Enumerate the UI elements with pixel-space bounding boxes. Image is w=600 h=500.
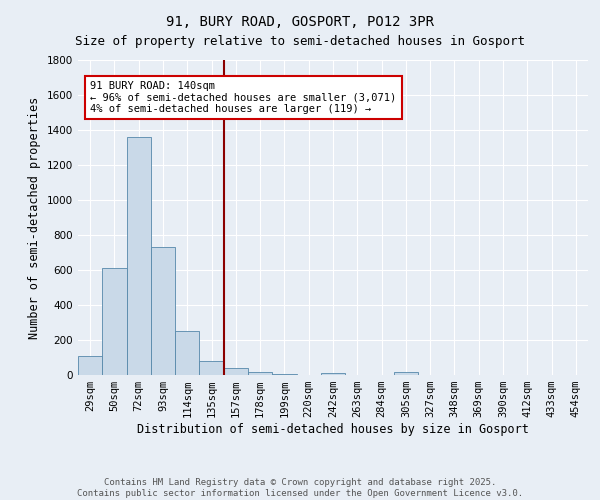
Text: 91, BURY ROAD, GOSPORT, PO12 3PR: 91, BURY ROAD, GOSPORT, PO12 3PR [166,15,434,29]
Y-axis label: Number of semi-detached properties: Number of semi-detached properties [28,96,41,338]
Bar [394,372,418,375]
X-axis label: Distribution of semi-detached houses by size in Gosport: Distribution of semi-detached houses by … [137,423,529,436]
Bar [248,372,272,375]
Bar [321,372,345,375]
Bar [272,374,296,375]
Bar [224,368,248,375]
Bar [78,356,102,375]
Bar [175,330,199,375]
Text: 91 BURY ROAD: 140sqm
← 96% of semi-detached houses are smaller (3,071)
4% of sem: 91 BURY ROAD: 140sqm ← 96% of semi-detac… [91,81,397,114]
Bar [127,137,151,375]
Bar [102,268,127,375]
Bar [151,247,175,375]
Text: Contains HM Land Registry data © Crown copyright and database right 2025.
Contai: Contains HM Land Registry data © Crown c… [77,478,523,498]
Text: Size of property relative to semi-detached houses in Gosport: Size of property relative to semi-detach… [75,35,525,48]
Bar [199,361,224,375]
